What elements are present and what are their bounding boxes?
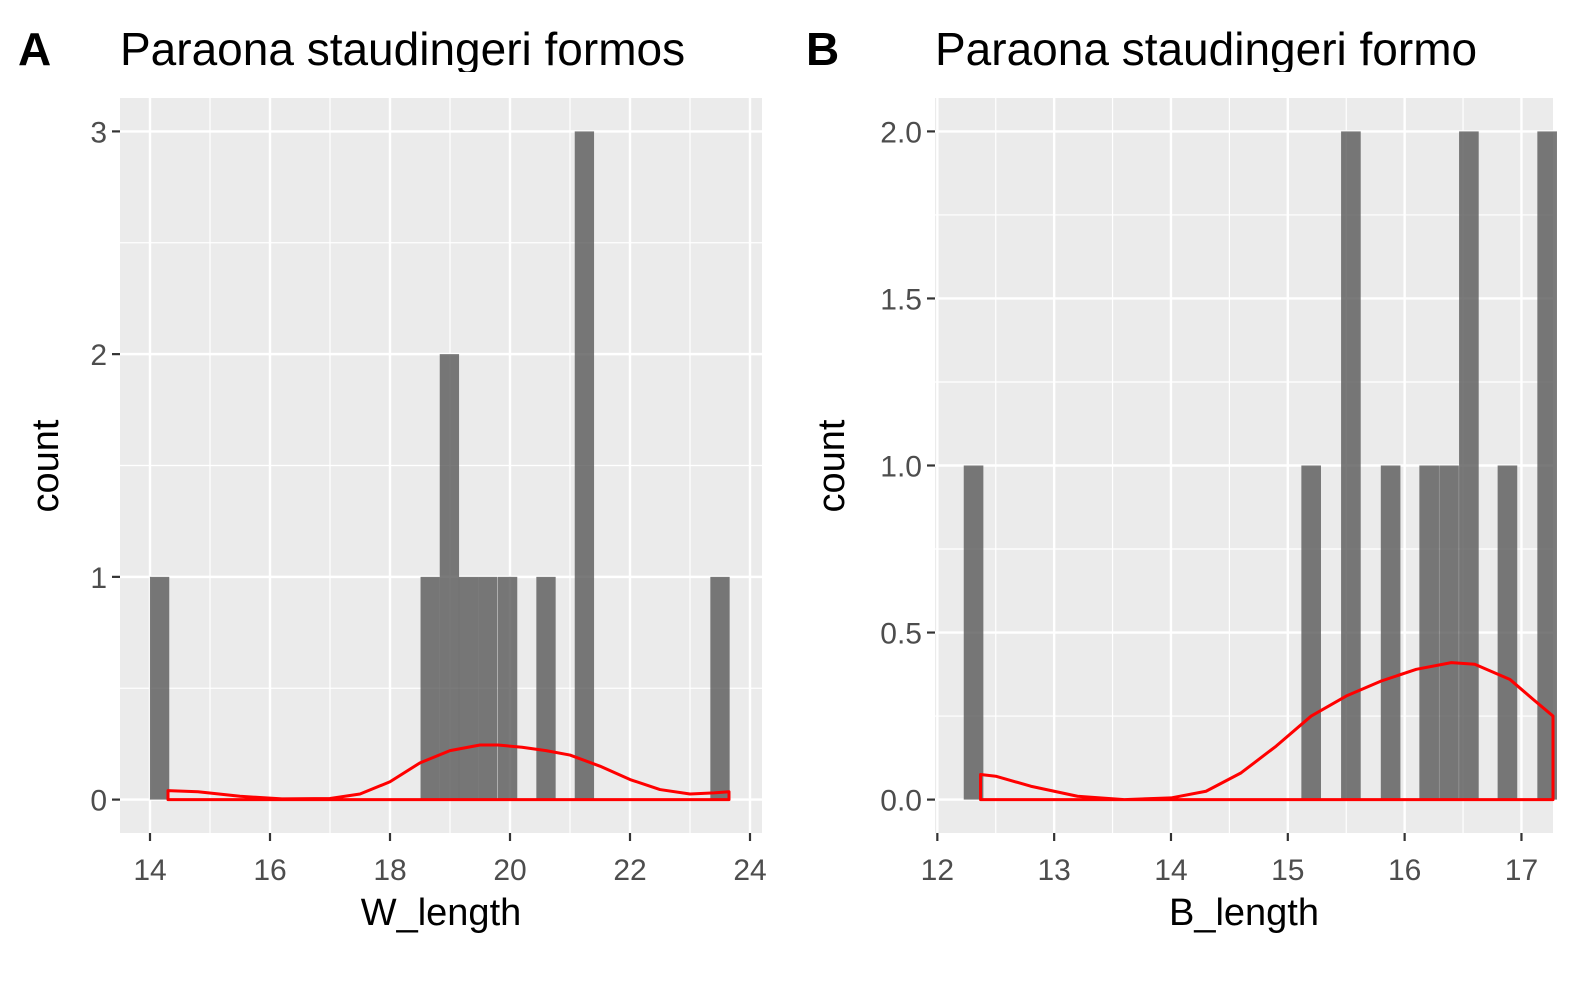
panel-a-histogram-bar bbox=[458, 576, 479, 800]
panel-a-x-tick-label: 24 bbox=[733, 854, 766, 887]
panel-b-histogram-bar bbox=[1301, 465, 1321, 800]
panel-b-x-tick-label: 13 bbox=[1037, 854, 1070, 887]
panel-a-letter: A bbox=[18, 23, 52, 75]
panel-b-letter: B bbox=[806, 23, 840, 75]
panel-a-histogram-bar bbox=[536, 576, 556, 800]
panel-a-histogram-bar bbox=[478, 576, 498, 800]
panel-b-x-axis-title: B_length bbox=[1169, 892, 1319, 934]
panel-a-x-tick-label: 14 bbox=[133, 854, 166, 887]
panel-a-histogram-bar bbox=[497, 576, 518, 800]
panel-b-y-tick-label: 1.0 bbox=[880, 451, 922, 484]
panel-a-y-tick-label: 2 bbox=[90, 339, 107, 372]
panel-b-y-tick-label: 2.0 bbox=[880, 116, 922, 149]
panel-a-y-tick-label: 3 bbox=[90, 116, 107, 149]
panel-a-title: Paraona staudingeri formos bbox=[120, 26, 686, 72]
panel-a-x-tick-label: 22 bbox=[613, 854, 646, 887]
panel-a-x-tick-label: 16 bbox=[253, 854, 286, 887]
panel-a-y-axis-title: count bbox=[25, 419, 67, 512]
panel-b-density-curve bbox=[979, 661, 1555, 802]
panel-a-y-tick-label: 1 bbox=[90, 562, 107, 595]
panel-b-histogram-bar bbox=[963, 465, 984, 800]
panel-b-y-tick-label: 1.5 bbox=[880, 283, 922, 316]
panel-b-x-tick-label: 17 bbox=[1505, 854, 1538, 887]
panel-b-x-tick-label: 14 bbox=[1154, 854, 1187, 887]
panel-a-x-tick-label: 18 bbox=[373, 854, 406, 887]
panel-b-histogram-bar bbox=[1341, 131, 1361, 800]
panel-b-histogram-bar bbox=[1419, 465, 1439, 800]
panel-b-x-tick-label: 16 bbox=[1388, 854, 1421, 887]
panel-a-histogram-bar bbox=[149, 576, 170, 800]
panel-b-x-tick-label: 15 bbox=[1271, 854, 1304, 887]
panel-b-y-axis-title: count bbox=[811, 419, 853, 512]
panel-b-histogram-bar bbox=[1459, 131, 1479, 800]
panel-b-histogram-bar bbox=[1439, 465, 1459, 800]
panel-b-histogram-bar bbox=[1537, 131, 1557, 800]
panel-a-histogram-bar bbox=[574, 131, 595, 800]
panel-b-histogram-bar bbox=[1497, 465, 1518, 800]
panel-a-histogram-bar bbox=[710, 576, 730, 800]
panel-a-histogram-bar bbox=[420, 576, 440, 800]
panel-b-x-tick-label: 12 bbox=[921, 854, 954, 887]
panel-a-y-tick-label: 0 bbox=[90, 785, 107, 818]
panel-a-x-axis-title: W_length bbox=[361, 892, 522, 934]
panel-b-y-tick-label: 0.5 bbox=[880, 618, 922, 651]
panel-a-x-tick-label: 20 bbox=[493, 854, 526, 887]
panel-b-y-tick-label: 0.0 bbox=[880, 785, 922, 818]
panel-b-plot-group: 12 13 14 15 16 17 0.0 0.5 1.0 1.5 2.0 B_length count bbox=[811, 98, 1557, 934]
panel-a-plot-group: 14 16 18 20 22 24 0 1 2 3 W_length count bbox=[25, 98, 767, 934]
panel-b-title: Paraona staudingeri formo bbox=[935, 26, 1478, 72]
panel-b-histogram-bar bbox=[1380, 465, 1401, 800]
panel-a-density-curve bbox=[166, 743, 731, 802]
panel-a-histogram-bar bbox=[439, 354, 460, 800]
